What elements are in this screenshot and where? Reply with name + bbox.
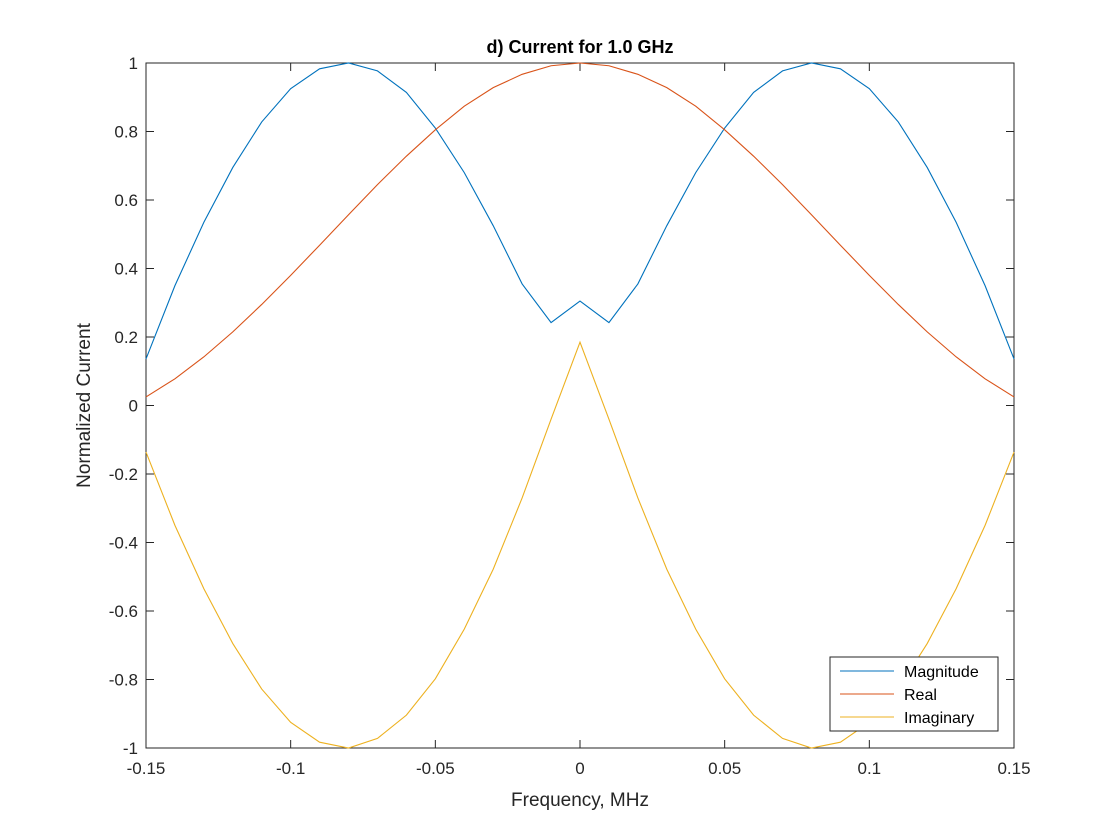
legend-label-magnitude: Magnitude — [904, 664, 979, 681]
y-tick-label: -0.4 — [109, 534, 138, 553]
y-tick-label: -1 — [123, 739, 138, 758]
series-line-magnitude — [145, 62, 1015, 360]
y-tick-label: -0.2 — [109, 465, 138, 484]
legend-items: Magnitude Real Imaginary — [840, 664, 979, 727]
x-axis-ticks: -0.15 -0.1 -0.05 0 0.05 0.1 0.15 — [127, 63, 1031, 778]
y-tick-label: 1 — [129, 54, 138, 73]
x-axis-label: Frequency, MHz — [511, 790, 649, 811]
x-tick-label: 0 — [575, 759, 584, 778]
legend: Magnitude Real Imaginary — [829, 656, 999, 732]
y-tick-label: -0.6 — [109, 602, 138, 621]
series-line-real — [145, 62, 1015, 398]
legend-label-real: Real — [904, 687, 937, 704]
x-tick-label: -0.05 — [416, 759, 455, 778]
y-tick-label: 0 — [129, 397, 138, 416]
y-axis-ticks: -1 -0.8 -0.6 -0.4 -0.2 0 0.2 0.4 0.6 0.8 1 — [109, 54, 1014, 758]
x-tick-label: 0.1 — [858, 759, 882, 778]
axes-box — [145, 62, 1015, 749]
chart-title: d) Current for 1.0 GHz — [486, 37, 673, 57]
y-tick-label: 0.4 — [114, 260, 138, 279]
x-tick-label: -0.1 — [276, 759, 305, 778]
y-tick-label: 0.2 — [114, 328, 138, 347]
x-tick-label: -0.15 — [127, 759, 166, 778]
legend-label-imaginary: Imaginary — [904, 710, 974, 727]
y-axis-label: Normalized Current — [74, 322, 95, 487]
y-tick-label: 0.6 — [114, 191, 138, 210]
y-tick-label: -0.8 — [109, 671, 138, 690]
x-tick-label: 0.05 — [708, 759, 741, 778]
y-tick-label: 0.8 — [114, 123, 138, 142]
plot-area: -1-0.8-0.6-0.4-0.200.20.40.60.81 -0.15 -0… — [109, 54, 1031, 778]
x-tick-label: 0.15 — [997, 759, 1030, 778]
